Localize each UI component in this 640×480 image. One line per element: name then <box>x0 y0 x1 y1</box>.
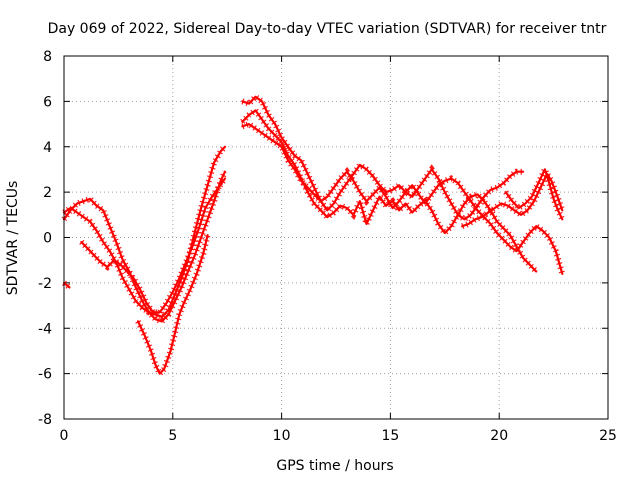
series-markers-arc-c <box>62 144 228 321</box>
y-tick-label: 4 <box>43 140 52 156</box>
series-arc-a <box>62 280 72 290</box>
series-arc-d <box>79 176 228 316</box>
series-line-arc-e <box>136 234 209 375</box>
y-tick-label: 2 <box>43 185 52 201</box>
x-tick-label: 0 <box>60 428 69 444</box>
y-tick-label: -6 <box>38 367 52 383</box>
x-axis-label: GPS time / hours <box>276 458 393 474</box>
x-tick-label: 5 <box>168 428 177 444</box>
y-tick-label: 0 <box>43 231 52 247</box>
series-line-arc-a <box>62 281 71 289</box>
x-tick-label: 10 <box>273 428 291 444</box>
series-arc-h <box>241 120 566 275</box>
series-line-arc-c <box>62 145 227 318</box>
x-tick-label: 15 <box>381 428 399 444</box>
series-line-arc-b <box>62 170 227 323</box>
grid-layer <box>64 56 608 419</box>
x-tick-label: 25 <box>599 428 617 444</box>
plot-frame <box>63 55 609 420</box>
y-tick-label: -2 <box>38 276 52 292</box>
series-arc-j <box>503 161 566 221</box>
y-tick-label: -8 <box>38 412 52 428</box>
series-markers-arc-h <box>241 120 566 275</box>
series-arc-b <box>61 170 228 325</box>
series-line-arc-d <box>80 177 227 314</box>
series-line-arc-j <box>504 168 564 221</box>
y-tick-label: -4 <box>38 321 52 337</box>
y-tick-label: 8 <box>43 49 52 65</box>
chart-title: Day 069 of 2022, Sidereal Day-to-day VTE… <box>48 21 607 37</box>
series-line-arc-h <box>241 122 564 275</box>
y-axis-label: SDTVAR / TECUs <box>5 181 21 296</box>
x-tick-label: 20 <box>490 428 508 444</box>
series-arc-e <box>135 234 211 379</box>
series-layer <box>61 92 566 379</box>
series-arc-c <box>62 144 228 321</box>
axis-layer: 0 5 10 15 20 25 -8 -6 -4 -2 0 2 4 6 8 <box>38 49 617 444</box>
y-tick-label: 6 <box>43 94 52 110</box>
